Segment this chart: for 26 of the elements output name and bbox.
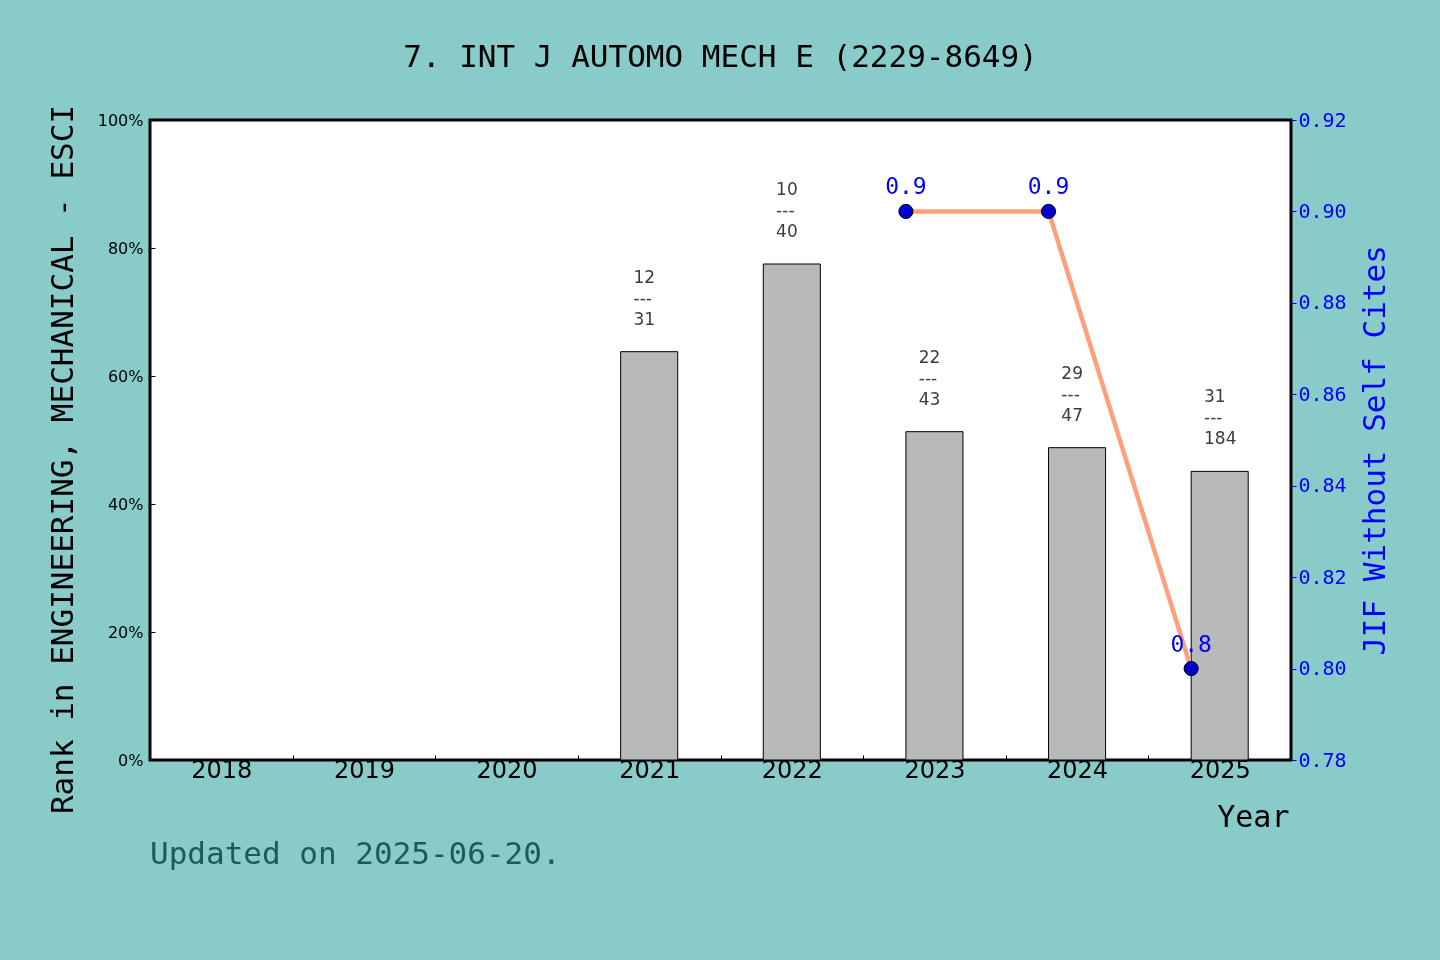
y2-tick-label: 0.90: [1298, 198, 1347, 223]
y-tick-label: 60%: [107, 366, 144, 386]
y-tick-label: 0%: [118, 750, 144, 770]
y-tick-label: 100%: [97, 110, 144, 130]
y2-tick-label: 0.82: [1298, 564, 1347, 589]
text: Updated on 2025-06-20.: [150, 835, 561, 871]
y2-tick-label: 0.88: [1298, 290, 1347, 315]
y2-tick-label: 0.84: [1298, 473, 1347, 498]
annotation: 29 --- 47: [1061, 362, 1084, 425]
y-axis-title: Rank in ENGINEERING, MECHANICAL - ESCI: [43, 104, 80, 815]
data-label: 0.9: [1027, 173, 1070, 200]
y2-tick-label: 0.80: [1298, 656, 1347, 681]
annotation: 12 --- 31: [633, 266, 656, 329]
y2-tick-label: 0.78: [1298, 747, 1347, 772]
chart-title: 7. INT J AUTOMO MECH E (2229-8649): [403, 38, 1038, 75]
y-tick-label: 40%: [107, 494, 144, 514]
y-tick-label: 80%: [107, 238, 144, 258]
y2-tick-label: 0.92: [1298, 107, 1347, 132]
annotation: 31 --- 184: [1204, 386, 1237, 449]
y2-tick-label: 0.86: [1298, 381, 1347, 406]
y2-axis-title: JIF Without Self Cites: [1355, 245, 1392, 656]
data-label: 0.9: [885, 173, 927, 200]
x-axis-title: Year: [1217, 798, 1290, 834]
annotation: 10 --- 40: [776, 179, 798, 241]
y-tick-label: 20%: [107, 622, 144, 642]
annotation: 22 --- 43: [918, 346, 941, 409]
